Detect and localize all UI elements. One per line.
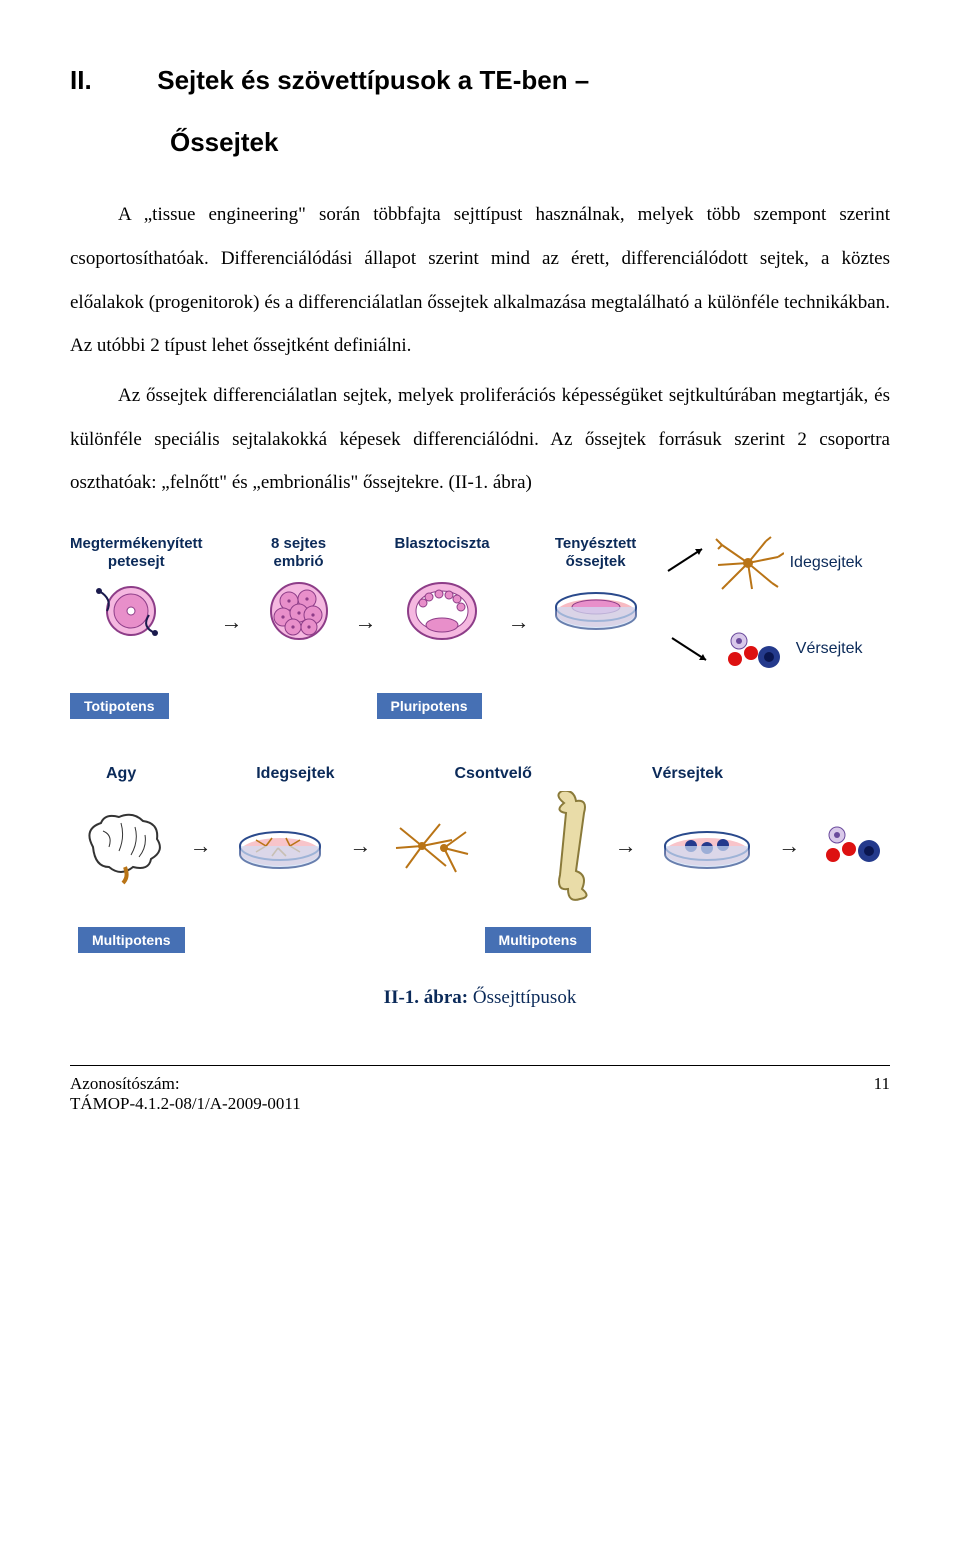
page-footer: Azonosítószám: TÁMOP-4.1.2-08/1/A-2009-0… — [70, 1074, 890, 1114]
figure-diagram: Megtermékenyített petesejt → 8 sejtes em… — [70, 535, 890, 1009]
outcome-label: Idegsejtek — [790, 554, 863, 572]
morula-icon — [261, 577, 337, 643]
section-subtitle: Őssejtek — [170, 122, 890, 164]
potency-badge: Multipotens — [78, 927, 185, 953]
bone-icon — [540, 791, 594, 901]
row2-label: Csontvelő — [455, 765, 532, 783]
arrow-icon: → — [615, 833, 637, 859]
branch-arrow-icon — [666, 545, 706, 575]
stage-blastocyst: Blasztociszta — [395, 535, 490, 643]
blastocyst-icon — [399, 577, 485, 643]
diagram-row-embryonic: Megtermékenyített petesejt → 8 sejtes em… — [70, 535, 890, 671]
row2-label: Idegsejtek — [256, 765, 334, 783]
diagram-row-adult: → → → — [70, 791, 890, 901]
section-heading: II. Sejtek és szövettípusok a TE-ben – Ő… — [70, 60, 890, 163]
paragraph-2: Az őssejtek differenciálatlan sejtek, me… — [70, 374, 890, 505]
row2-label: Vérsejtek — [652, 765, 723, 783]
neuron-icon — [392, 814, 472, 878]
outcomes-column: Idegsejtek Vérsejtek — [666, 535, 863, 671]
stage-label: Blasztociszta — [395, 535, 490, 571]
petri-dish-neurons-icon — [232, 818, 328, 874]
blood-cells-icon — [725, 627, 785, 671]
stage-label: 8 sejtes embrió — [261, 535, 337, 571]
potency-badge: Multipotens — [485, 927, 592, 953]
outcome-label: Vérsejtek — [796, 640, 863, 658]
stage-8cell-embryo: 8 sejtes embrió — [261, 535, 337, 643]
branch-arrow-icon — [670, 634, 710, 664]
section-title: Sejtek és szövettípusok a TE-ben – — [157, 65, 589, 95]
fertilized-egg-icon — [93, 577, 179, 643]
brain-icon — [73, 807, 169, 885]
potency-badge: Pluripotens — [377, 693, 482, 719]
row2-label: Agy — [106, 765, 136, 783]
page-number: 11 — [874, 1074, 890, 1114]
stage-cultured-stemcells: Tenyésztett őssejtek — [548, 535, 644, 633]
arrow-icon: → — [190, 833, 212, 859]
potency-badge: Totipotens — [70, 693, 169, 719]
arrow-icon: → — [778, 833, 800, 859]
figure-caption: II-1. ábra: Őssejttípusok — [70, 987, 890, 1009]
footer-rule — [70, 1065, 890, 1066]
diagram-row2-labels: Agy Idegsejtek Csontvelő Vérsejtek — [70, 765, 890, 783]
section-number: II. — [70, 60, 150, 102]
petri-dish-blood-icon — [657, 818, 757, 874]
paragraph-1: A „tissue engineering" során többfajta s… — [70, 193, 890, 368]
stage-fertilized-egg: Megtermékenyített petesejt — [70, 535, 203, 643]
neuron-icon — [712, 535, 784, 591]
petri-dish-icon — [548, 577, 644, 633]
footer-left: Azonosítószám: TÁMOP-4.1.2-08/1/A-2009-0… — [70, 1074, 301, 1114]
stage-label: Megtermékenyített petesejt — [70, 535, 203, 571]
badges-row-1: Totipotens Pluripotens — [70, 685, 890, 719]
arrow-icon: → — [355, 609, 377, 635]
arrow-icon: → — [221, 609, 243, 635]
arrow-icon: → — [349, 833, 371, 859]
badges-row-2: Multipotens Multipotens — [70, 919, 890, 953]
arrow-icon: → — [508, 609, 530, 635]
stage-label: Tenyésztett őssejtek — [548, 535, 644, 571]
blood-cells-icon — [821, 821, 887, 871]
